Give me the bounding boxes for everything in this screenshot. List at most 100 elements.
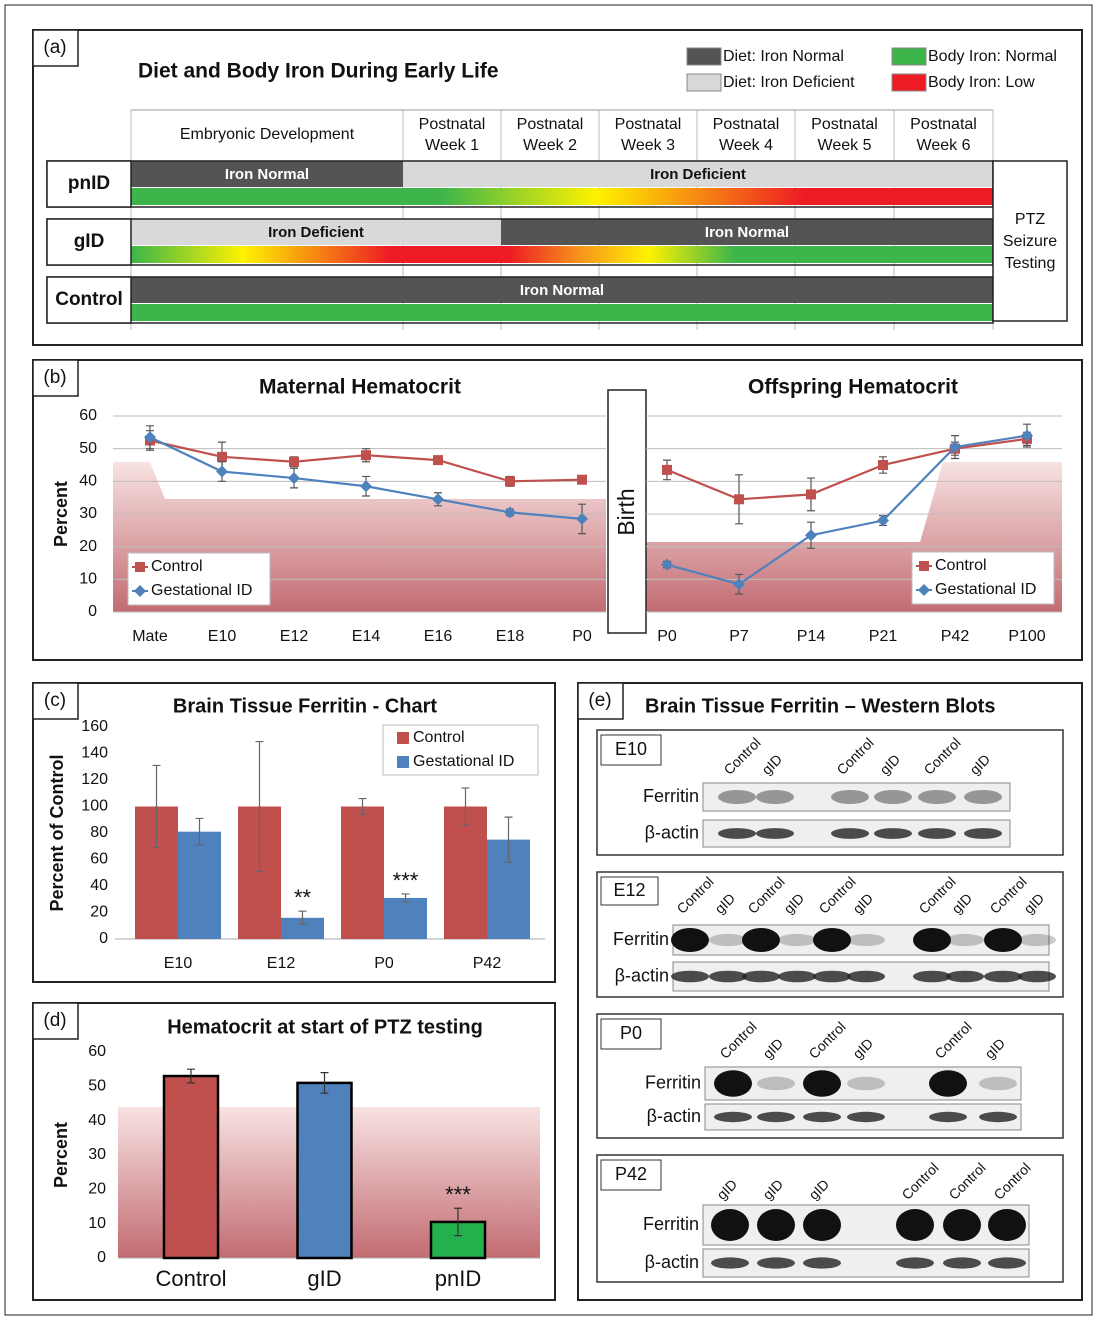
ferritin-band [718, 790, 756, 804]
y-tick-label: 40 [90, 877, 108, 894]
actin-band [742, 971, 780, 983]
actin-band [714, 1112, 752, 1122]
marker [217, 452, 227, 462]
blot-row-label: β-actin [647, 1106, 701, 1126]
y-tick-label: 80 [90, 824, 108, 841]
legend-swatch [397, 756, 409, 768]
legend-swatch [892, 74, 926, 91]
marker [505, 476, 515, 486]
birth-label: Birth [613, 488, 639, 535]
blot-row-label: Ferritin [645, 1072, 701, 1092]
blot-label: E12 [613, 880, 645, 900]
x-tick-label: E12 [280, 628, 309, 645]
x-tick-label: E10 [208, 628, 237, 645]
row-label: gID [74, 231, 105, 252]
y-tick-label: 20 [90, 904, 108, 921]
column-header: Embryonic Development [180, 126, 355, 143]
y-tick-label: 10 [79, 571, 97, 588]
x-tick-label: P42 [473, 955, 502, 972]
ferritin-band [874, 790, 912, 804]
ferritin-band [847, 1077, 885, 1091]
y-tick-label: 20 [79, 538, 97, 555]
blot-label: E10 [615, 739, 647, 759]
ferritin-band [943, 1209, 981, 1241]
actin-band [803, 1257, 841, 1268]
annotation: *** [393, 868, 419, 893]
bar [341, 807, 384, 940]
diet-label: Iron Deficient [650, 166, 746, 183]
y-tick-label: 40 [79, 473, 97, 490]
actin-band [718, 828, 756, 839]
annotation: ** [294, 885, 312, 910]
ferritin-band [964, 790, 1002, 804]
x-tick-label: P100 [1008, 628, 1045, 645]
legend-label: Gestational ID [151, 582, 252, 599]
y-tick-label: 50 [88, 1078, 106, 1095]
blot-row-label: Ferritin [643, 1214, 699, 1234]
diet-label: Iron Normal [520, 282, 604, 299]
column-header: Postnatal [811, 116, 878, 133]
legend-label: Diet: Iron Normal [723, 48, 844, 65]
x-tick-label: P7 [729, 628, 749, 645]
blot-row-label: Ferritin [613, 929, 669, 949]
ferritin-band [778, 934, 816, 946]
ferritin-band [757, 1077, 795, 1091]
x-tick-label: E10 [164, 955, 193, 972]
y-tick-label: 20 [88, 1181, 106, 1198]
ferritin-band [803, 1209, 841, 1241]
blot-row-label: β-actin [645, 1252, 699, 1272]
bar [298, 1083, 352, 1258]
actin-band [847, 1112, 885, 1122]
y-tick-label: 120 [81, 771, 108, 788]
y-tick-label: 0 [99, 930, 108, 947]
marker [135, 562, 145, 572]
ferritin-band [913, 928, 951, 952]
column-header: Postnatal [713, 116, 780, 133]
body-iron-bar [131, 304, 993, 321]
marker [878, 460, 888, 470]
x-tick-label: E18 [496, 628, 525, 645]
actin-band [709, 971, 747, 983]
marker [433, 455, 443, 465]
body-iron-bar [131, 188, 993, 205]
body-iron-bar [131, 246, 993, 263]
legend-label: Body Iron: Low [928, 74, 1035, 91]
column-header: Week 6 [917, 137, 971, 154]
y-tick-label: 140 [81, 745, 108, 762]
actin-band [671, 971, 709, 983]
panel-label: (c) [44, 690, 66, 711]
column-header: Week 4 [719, 137, 773, 154]
column-header: Week 5 [818, 137, 872, 154]
actin-band [813, 971, 851, 983]
ferritin-band [803, 1070, 841, 1096]
ferritin-band [756, 790, 794, 804]
annotation: *** [445, 1182, 471, 1207]
ferritin-band [813, 928, 851, 952]
x-tick-label: E12 [267, 955, 296, 972]
x-tick-label: E14 [352, 628, 381, 645]
actin-band [913, 971, 951, 983]
y-tick-label: 0 [88, 603, 97, 620]
column-header: Postnatal [419, 116, 486, 133]
actin-band [946, 971, 984, 983]
x-tick-label: E16 [424, 628, 453, 645]
legend-label: Control [935, 557, 987, 574]
blot-row-label: β-actin [615, 965, 669, 985]
marker [734, 494, 744, 504]
x-tick-label: Mate [132, 628, 168, 645]
marker [577, 475, 587, 485]
actin-band [757, 1112, 795, 1122]
legend-swatch [397, 732, 409, 744]
bar [444, 807, 487, 940]
panel-title: Diet and Body Iron During Early Life [138, 60, 499, 83]
ferritin-band [896, 1209, 934, 1241]
legend-label: Gestational ID [935, 581, 1036, 598]
y-tick-label: 60 [88, 1043, 106, 1060]
ferritin-band [671, 928, 709, 952]
ferritin-band [711, 1209, 749, 1241]
actin-band [831, 828, 869, 839]
x-tick-label: P42 [941, 628, 970, 645]
legend-swatch [687, 48, 721, 65]
panel-label: (d) [43, 1010, 66, 1031]
actin-band [757, 1257, 795, 1268]
